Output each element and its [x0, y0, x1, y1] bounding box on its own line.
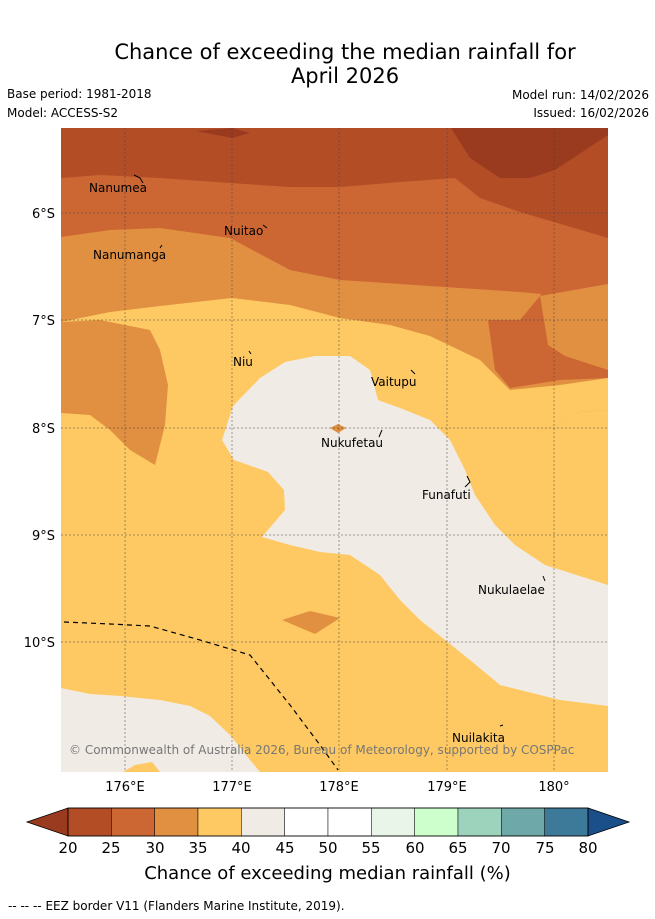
- colorbar-tick-label: 25: [101, 839, 120, 857]
- island-outline-funafuti: [464, 475, 471, 488]
- issued-label: Issued: 16/02/2026: [533, 106, 649, 120]
- band-30-35-dot: [330, 424, 346, 433]
- y-tick-label: 7°S: [32, 314, 55, 329]
- band-30-35-spot: [282, 611, 340, 634]
- eez-legend-text: EEZ border V11 (Flanders Marine Institut…: [45, 899, 345, 913]
- y-tick-label: 6°S: [32, 207, 55, 222]
- label-vaitupu: Vaitupu: [371, 375, 417, 389]
- island-outline-nanumea: [133, 174, 144, 184]
- colorbar-cell: [197, 807, 242, 837]
- island-outlines: [133, 174, 546, 727]
- colorbar-cell: [111, 807, 155, 837]
- eez-legend: -- -- -- EEZ border V11 (Flanders Marine…: [8, 899, 345, 913]
- island-outline-vaitupu: [410, 369, 416, 375]
- label-nukulaelae: Nukulaelae: [478, 583, 545, 597]
- y-axis-ticks: 6°S 7°S 8°S 9°S 10°S: [24, 207, 55, 651]
- colorbar-tick-label: 40: [231, 839, 250, 857]
- colorbar-tick-label: 30: [145, 839, 164, 857]
- band-below-20-ne: [451, 128, 608, 178]
- chart-title: Chance of exceeding the median rainfall …: [0, 40, 655, 88]
- band-35-40-sw-notch: [123, 762, 160, 772]
- colorbar-tick-label: 75: [535, 839, 554, 857]
- colorbar-cells: [67, 807, 589, 837]
- colorbar-over-arrow: [587, 807, 631, 837]
- label-nanumea: Nanumea: [89, 181, 147, 195]
- model-label: Model: ACCESS-S2: [7, 106, 119, 120]
- colorbar-cell: [241, 807, 285, 837]
- place-labels: Nanumea Nuitao Nanumanga Niu Vaitupu Nuk…: [89, 181, 545, 745]
- colorbar-cell: [284, 807, 329, 837]
- colorbar-cell: [67, 807, 112, 837]
- colorbar-tick-label: 35: [188, 839, 207, 857]
- x-tick-label: 179°E: [427, 780, 467, 795]
- copyright-text: © Commonwealth of Australia 2026, Bureau…: [69, 743, 574, 757]
- island-outline-nuitao: [262, 224, 268, 229]
- label-nanumanga: Nanumanga: [93, 248, 166, 262]
- colorbar-cell: [371, 807, 415, 837]
- x-tick-label: 177°E: [212, 780, 252, 795]
- colorbar-tick-label: 80: [578, 839, 597, 857]
- colorbar-under-arrow: [25, 807, 69, 837]
- colorbar-frame: [67, 807, 589, 837]
- label-funafuti: Funafuti: [422, 488, 471, 502]
- label-nukufetau: Nukufetau: [321, 436, 383, 450]
- colorbar-tick-label: 20: [58, 839, 77, 857]
- colorbar-cell: [501, 807, 545, 837]
- label-niu: Niu: [233, 355, 253, 369]
- band-30-35-east: [540, 284, 608, 370]
- colorbar-tick-label: 50: [318, 839, 337, 857]
- y-tick-label: 10°S: [24, 636, 55, 651]
- colorbar-cell: [544, 807, 589, 837]
- x-tick-label: 176°E: [105, 780, 145, 795]
- colorbar-tick-label: 55: [361, 839, 380, 857]
- colorbar-tick-label: 45: [275, 839, 294, 857]
- colorbar-ticks: 20 25 30 35 40 45 50 55 60 65 70 75 80: [58, 839, 597, 857]
- title-line-1: Chance of exceeding the median rainfall …: [114, 40, 576, 64]
- island-outline-nanumanga: [159, 244, 163, 249]
- x-axis-ticks: 176°E 177°E 178°E 179°E 180°: [105, 780, 569, 795]
- base-period-label: Base period: 1981-2018: [7, 87, 152, 101]
- y-tick-label: 8°S: [32, 422, 55, 437]
- map-gridlines: [61, 128, 608, 772]
- colorbar-label: Chance of exceeding median rainfall (%): [144, 863, 511, 884]
- island-outline-nuilakita: [499, 724, 504, 727]
- band-below-20-n: [196, 128, 250, 138]
- title-line-2: April 2026: [290, 64, 400, 88]
- colorbar-tick-label: 70: [491, 839, 510, 857]
- eez-border: [63, 621, 339, 771]
- x-tick-label: 178°E: [319, 780, 359, 795]
- x-tick-label: 180°: [538, 780, 569, 795]
- map-plot-area: [61, 128, 608, 772]
- band-40-45-sw: [61, 688, 260, 772]
- colorbar-cell: [154, 807, 199, 837]
- island-outline-nukufetau: [378, 429, 383, 438]
- model-run-label: Model run: 14/02/2026: [511, 88, 649, 102]
- eez-legend-symbol: -- -- --: [8, 899, 42, 913]
- colorbar-cell: [414, 807, 459, 837]
- island-outline-niu: [248, 350, 252, 355]
- colorbar-cell: [457, 807, 502, 837]
- label-nuilakita: Nuilakita: [452, 731, 505, 745]
- band-40-45: [222, 356, 608, 706]
- band-30-35-west: [61, 320, 168, 465]
- colorbar-tick-label: 65: [448, 839, 467, 857]
- y-tick-label: 9°S: [32, 529, 55, 544]
- label-nuitao: Nuitao: [224, 224, 263, 238]
- colorbar-cell: [327, 807, 372, 837]
- colorbar-tick-label: 60: [405, 839, 424, 857]
- island-outline-nukulaelae: [542, 575, 546, 582]
- colorbar: 20 25 30 35 40 45 50 55 60 65 70 75 80: [25, 807, 631, 857]
